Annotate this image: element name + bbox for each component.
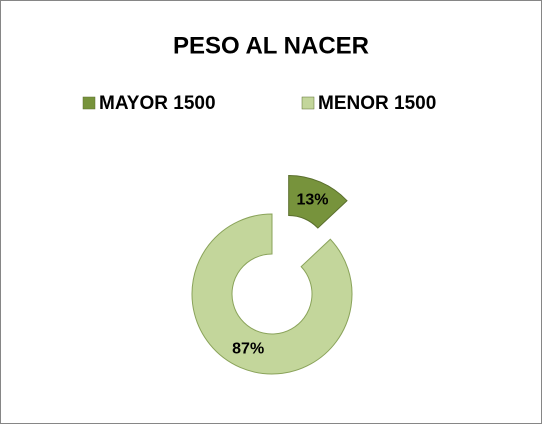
- chart-title: PESO AL NACER: [173, 32, 369, 59]
- data-label: 87%: [232, 340, 264, 357]
- legend-label: MAYOR 1500: [99, 93, 216, 114]
- donut-slice: [191, 213, 353, 375]
- legend-swatch: [82, 96, 96, 110]
- legend-label: MENOR 1500: [318, 93, 436, 114]
- donut-slice: [288, 174, 348, 229]
- legend-swatch: [301, 96, 315, 110]
- data-label: 13%: [296, 192, 328, 209]
